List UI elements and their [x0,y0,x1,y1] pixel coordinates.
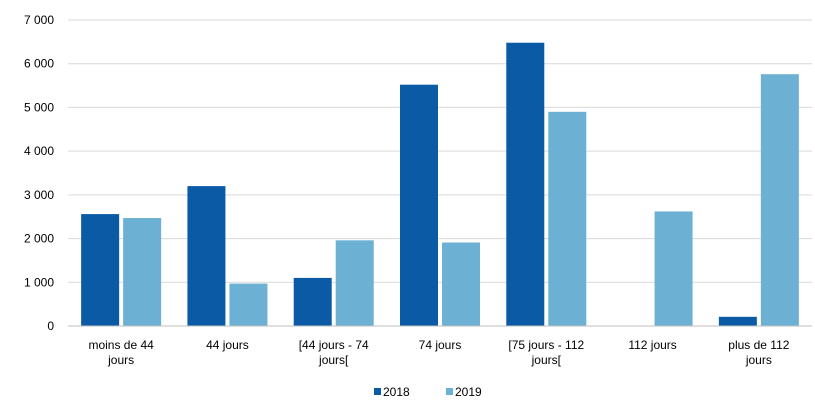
x-tick-label: 74 jours [419,338,462,352]
bar-2019-1 [229,283,268,326]
legend-label-2018: 2018 [383,385,410,398]
x-tick-label: [75 jours - 112 jours[ [508,338,584,367]
x-tick-label: moins de 44 jours [88,338,154,367]
y-axis-tick-labels: 0 1 000 2 000 3 000 4 000 5 000 6 000 7 000 [24,13,54,333]
bar-2019-4 [548,111,587,326]
bar-2018-3 [400,84,438,326]
bar-2019-0 [123,218,162,326]
x-tick-label-line: jours [745,353,772,367]
x-tick-label-line: [75 jours - 112 [508,338,584,352]
bar-2019-6 [760,74,799,326]
legend: 2018 2019 [374,385,482,399]
legend-label-2019: 2019 [455,385,482,398]
bar-2018-2 [293,277,332,326]
y-tick-label: 6 000 [24,57,54,71]
x-tick-label: [44 jours - 74 jours[ [299,338,369,367]
y-tick-label: 7 000 [24,13,54,27]
x-tick-label-line: 74 jours [419,338,462,352]
x-tick-label-line: jours[ [318,353,349,367]
bar-2018-4 [506,42,545,326]
x-tick-label-line: 44 jours [206,338,249,352]
y-tick-label: 4 000 [24,144,54,158]
legend-swatch-2018 [374,388,381,395]
x-tick-label-line: 112 jours [628,338,676,352]
bar-2018-6 [718,316,757,326]
legend-swatch-2019 [446,388,453,395]
x-tick-label-line: jours[ [531,353,562,367]
y-tick-label: 1 000 [24,275,54,289]
bar-2019-2 [335,240,374,326]
bar-2018-1 [187,186,226,326]
x-tick-label-line: [44 jours - 74 [299,338,369,352]
x-tick-label-line: plus de 112 [728,338,789,352]
y-tick-label: 0 [47,319,54,333]
y-tick-label: 5 000 [24,100,54,114]
bars [81,42,799,326]
x-tick-label: plus de 112 jours [728,338,789,367]
x-tick-label: 44 jours [206,338,249,352]
x-tick-label-line: moins de 44 [88,338,154,352]
bar-2018-0 [81,214,120,326]
bar-2019-5 [654,211,693,326]
bar-2019-3 [442,242,480,326]
y-tick-label: 3 000 [24,188,54,202]
x-tick-label-line: jours [107,353,134,367]
y-tick-label: 2 000 [24,232,54,246]
x-tick-label: 112 jours [628,338,676,352]
gridlines [68,19,812,283]
